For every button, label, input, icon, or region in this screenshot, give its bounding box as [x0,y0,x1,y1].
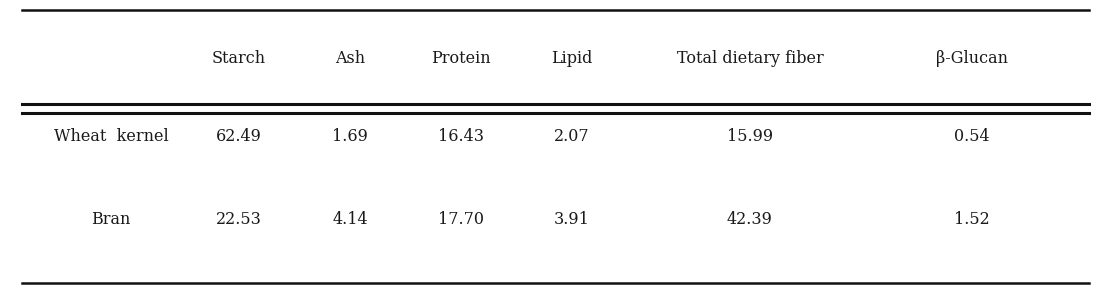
Text: Wheat  kernel: Wheat kernel [53,128,169,145]
Text: 0.54: 0.54 [954,128,990,145]
Text: 17.70: 17.70 [438,211,484,228]
Text: 1.52: 1.52 [954,211,990,228]
Text: Ash: Ash [334,50,366,67]
Text: 16.43: 16.43 [438,128,484,145]
Text: 4.14: 4.14 [332,211,368,228]
Text: 2.07: 2.07 [554,128,590,145]
Text: 22.53: 22.53 [216,211,262,228]
Text: Total dietary fiber: Total dietary fiber [677,50,823,67]
Text: Lipid: Lipid [551,50,593,67]
Text: 1.69: 1.69 [332,128,368,145]
Text: Starch: Starch [212,50,266,67]
Text: 3.91: 3.91 [554,211,590,228]
Text: β-Glucan: β-Glucan [937,50,1008,67]
Text: 42.39: 42.39 [727,211,773,228]
Text: 62.49: 62.49 [216,128,262,145]
Text: Bran: Bran [91,211,131,228]
Text: Protein: Protein [431,50,491,67]
Text: 15.99: 15.99 [727,128,773,145]
